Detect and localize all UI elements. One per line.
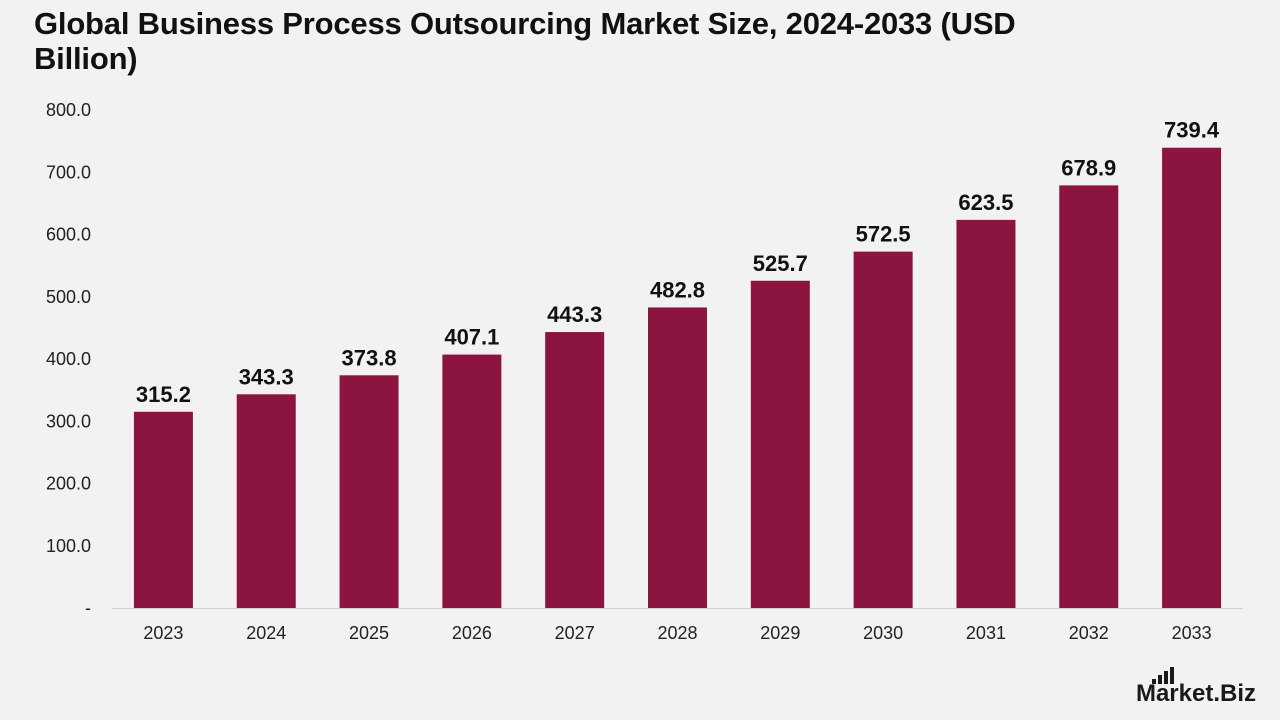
- bar: [133, 411, 193, 608]
- x-tick-label: 2031: [966, 623, 1006, 643]
- x-tick-label: 2024: [246, 623, 286, 643]
- y-tick-label: 500.0: [46, 287, 91, 307]
- data-label: 678.9: [1061, 155, 1116, 180]
- brand-logo: Market.Biz: [1136, 667, 1256, 708]
- y-tick-label: 700.0: [46, 162, 91, 182]
- data-label: 407.1: [444, 325, 499, 350]
- data-label: 623.5: [958, 190, 1013, 215]
- x-tick-label: 2023: [143, 623, 183, 643]
- y-tick-label: 400.0: [46, 349, 91, 369]
- y-tick-label: 200.0: [46, 474, 91, 494]
- x-tick-label: 2030: [863, 623, 903, 643]
- data-label: 373.8: [342, 345, 397, 370]
- data-label: 315.2: [136, 382, 191, 407]
- data-label: 443.3: [547, 302, 602, 327]
- bar: [648, 307, 707, 608]
- x-tick-label: 2026: [452, 623, 492, 643]
- y-tick-label: 100.0: [46, 536, 91, 556]
- y-tick-label: 600.0: [46, 225, 91, 245]
- bar: [956, 219, 1016, 608]
- chart-title: Global Business Process Outsourcing Mark…: [34, 6, 1016, 76]
- y-tick-label: -: [85, 598, 91, 618]
- bar: [1162, 147, 1222, 608]
- bar: [853, 251, 913, 608]
- brand-text: Market.Biz: [1135, 680, 1256, 707]
- y-tick-label: 800.0: [46, 100, 91, 120]
- bar: [442, 354, 502, 608]
- x-tick-label: 2028: [657, 623, 697, 643]
- bar: [545, 332, 605, 608]
- logo-bars-icon: [1151, 667, 1174, 684]
- data-label: 739.4: [1164, 118, 1220, 143]
- y-tick-label: 300.0: [46, 411, 91, 431]
- data-label: 572.5: [856, 222, 911, 247]
- bar: [1059, 185, 1119, 608]
- data-label: 482.8: [650, 277, 705, 302]
- x-tick-label: 2029: [760, 623, 800, 643]
- bar: [750, 280, 810, 608]
- bar: [236, 394, 296, 608]
- x-tick-label: 2027: [555, 623, 595, 643]
- data-label: 525.7: [753, 251, 808, 276]
- bar: [339, 375, 399, 608]
- x-tick-label: 2032: [1069, 623, 1109, 643]
- x-tick-label: 2025: [349, 623, 389, 643]
- x-tick-label: 2033: [1172, 623, 1212, 643]
- data-label: 343.3: [239, 364, 294, 389]
